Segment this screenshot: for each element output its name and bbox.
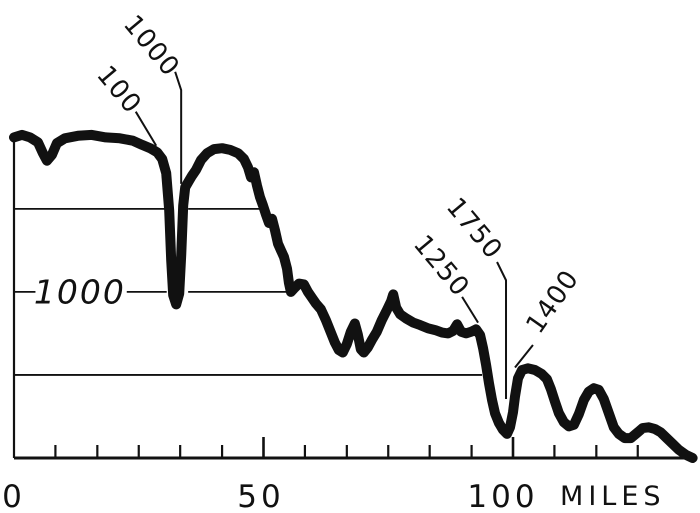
annotation-label-1000: 1000 [117,10,185,83]
profile-line [9,129,698,463]
annotation-leader-1400 [514,344,534,369]
x-axis-label-50: 50 [237,479,284,513]
annotation-label-100: 100 [90,60,147,120]
annotation-leader-1250 [461,296,479,324]
annotation-leader-1000 [174,71,183,184]
annotation-leader-100 [134,111,158,147]
x-axis-label-100: 100 [467,479,538,513]
x-axis-title: MILES [560,481,666,512]
elevation-gridline-label: 1000 [34,272,126,311]
annotation-label-1400: 1400 [521,265,586,340]
x-axis-label-0: 0 [2,479,26,513]
annotation-leader-1750 [496,261,508,400]
